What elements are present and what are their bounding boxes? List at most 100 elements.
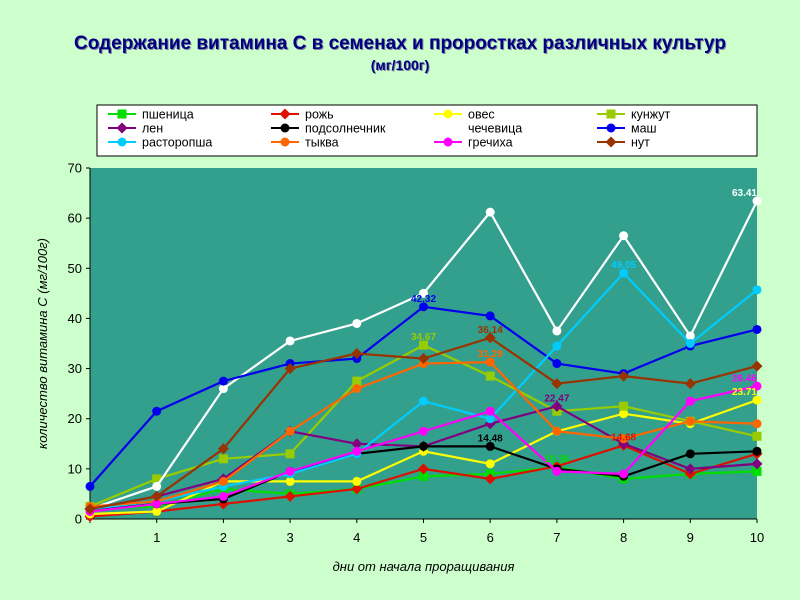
data-point: [552, 426, 562, 436]
x-tick-label: 7: [553, 530, 560, 545]
data-point: [352, 446, 362, 456]
data-point: [152, 481, 162, 491]
data-point: [552, 359, 562, 369]
data-point: [752, 196, 762, 206]
data-point: [218, 491, 228, 501]
data-point: [285, 466, 295, 476]
y-tick-label: 70: [68, 161, 82, 176]
data-point: [619, 231, 629, 241]
data-label: 63.41: [732, 188, 757, 199]
legend-label: пшеница: [142, 108, 194, 122]
data-point: [284, 490, 296, 502]
legend-label: нут: [631, 136, 650, 150]
y-tick-label: 0: [75, 512, 82, 527]
legend-marker: [443, 123, 453, 133]
data-point: [685, 339, 695, 348]
data-point: [152, 506, 162, 516]
legend-marker: [605, 136, 617, 148]
data-point: [285, 449, 295, 459]
y-tick-label: 10: [68, 461, 82, 476]
data-point: [685, 331, 695, 341]
data-point: [218, 476, 228, 486]
data-label: 49.05: [611, 260, 636, 271]
data-point: [552, 341, 562, 351]
legend-marker: [116, 122, 128, 134]
data-point: [419, 426, 428, 436]
x-tick-label: 6: [487, 530, 494, 545]
data-point: [352, 476, 362, 486]
y-tick-label: 40: [68, 311, 82, 326]
data-point: [351, 438, 363, 450]
data-point: [418, 353, 429, 365]
data-point: [752, 431, 762, 441]
data-label: 14.48: [478, 433, 503, 444]
data-label: 34.67: [411, 332, 436, 343]
data-label: 10.36: [544, 454, 569, 465]
data-point: [218, 384, 228, 394]
data-point: [285, 336, 295, 346]
legend-label: маш: [631, 122, 657, 136]
x-tick-label: 2: [220, 530, 227, 545]
legend-label: кунжут: [631, 108, 671, 122]
data-point: [85, 481, 95, 491]
legend-marker: [117, 109, 127, 119]
data-point: [217, 443, 229, 455]
data-point: [419, 471, 428, 481]
data-point: [151, 490, 163, 502]
data-point: [285, 426, 295, 436]
data-point: [218, 376, 228, 386]
data-point: [751, 458, 763, 470]
data-point: [418, 463, 429, 475]
data-point: [351, 348, 363, 360]
data-point: [619, 409, 629, 419]
y-tick-label: 30: [68, 361, 82, 376]
x-tick-label: 1: [153, 530, 160, 545]
data-label: 31.29: [478, 349, 503, 360]
data-point: [684, 463, 696, 475]
data-point: [618, 370, 630, 382]
data-label: 26.46: [732, 373, 757, 384]
y-tick-label: 50: [68, 261, 82, 276]
data-point: [419, 288, 428, 298]
data-point: [485, 207, 495, 217]
legend-marker: [443, 137, 453, 147]
data-point: [684, 378, 696, 390]
x-tick-label: 9: [687, 530, 694, 545]
legend-label: расторопша: [142, 136, 212, 150]
data-point: [152, 474, 162, 484]
x-tick-label: 5: [420, 530, 427, 545]
data-point: [619, 401, 629, 411]
data-point: [619, 469, 629, 479]
data-point: [752, 324, 762, 334]
data-point: [752, 419, 762, 429]
data-point: [218, 454, 228, 464]
data-point: [485, 406, 495, 416]
x-axis-label: дни от начала проращивания: [333, 559, 515, 574]
data-point: [552, 326, 562, 336]
data-point: [484, 332, 496, 344]
data-point: [551, 378, 563, 390]
data-point: [485, 357, 495, 367]
data-point: [84, 503, 96, 515]
data-point: [285, 476, 295, 486]
legend-label: чечевица: [468, 122, 522, 136]
data-label: 36.14: [478, 325, 503, 336]
y-axis-label: количество витамина С (мг/100г): [35, 238, 50, 449]
data-label: 42.32: [411, 294, 436, 305]
data-point: [419, 441, 428, 451]
data-point: [284, 363, 296, 375]
data-point: [152, 499, 162, 509]
legend-marker: [280, 123, 290, 133]
data-label: 14.68: [611, 432, 636, 443]
y-tick-label: 20: [68, 411, 82, 426]
data-point: [485, 459, 495, 469]
legend-marker: [443, 109, 453, 119]
data-point: [752, 466, 762, 476]
legend-marker: [279, 108, 291, 120]
data-point: [485, 414, 495, 424]
data-point: [619, 434, 629, 444]
data-point: [419, 302, 428, 312]
data-point: [485, 441, 495, 451]
series-нут: [84, 332, 763, 515]
chart-title: Содержание витамина С в семенах и пророс…: [74, 33, 726, 54]
